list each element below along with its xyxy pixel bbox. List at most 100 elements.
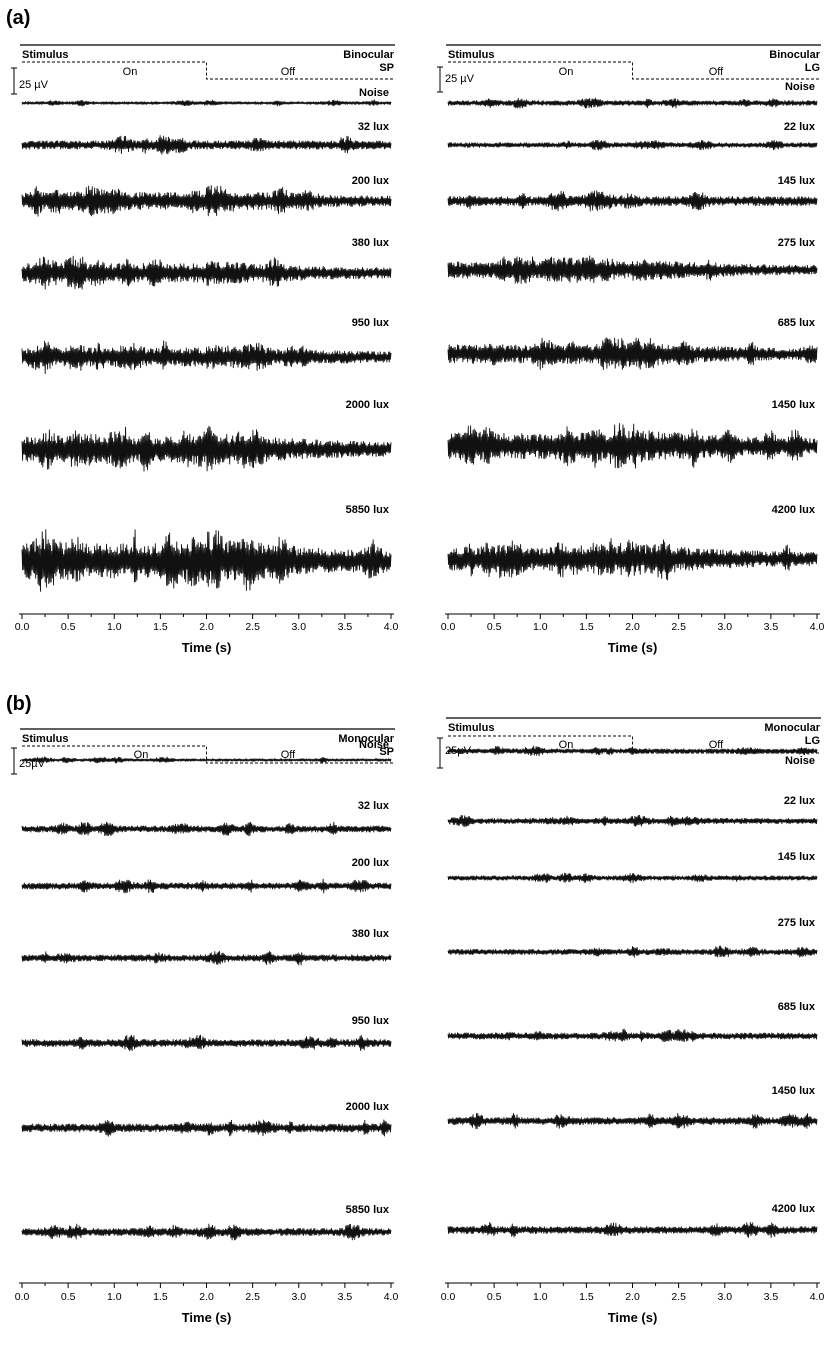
x-tick-label: 4.0	[810, 1291, 824, 1303]
trace-label: 380 lux	[352, 237, 390, 249]
trace-label: Noise	[359, 87, 389, 99]
trace-label: 5850 lux	[346, 504, 390, 516]
trace-label: 950 lux	[352, 1015, 390, 1027]
trace-label: 145 lux	[778, 851, 816, 863]
trace-label: 380 lux	[352, 928, 390, 940]
stimulus-off-label: Off	[281, 66, 296, 78]
trace-line	[447, 97, 818, 109]
x-tick-label: 3.5	[764, 1291, 779, 1303]
x-tick-label: 3.5	[764, 621, 779, 633]
x-tick-label: 1.5	[579, 621, 594, 633]
trace-label: 22 lux	[784, 121, 816, 133]
stimulus-off-label: Off	[709, 66, 724, 78]
x-tick-label: 0.0	[441, 1291, 456, 1303]
trace-line	[21, 878, 392, 894]
x-tick-label: 2.5	[671, 621, 686, 633]
trace-label: 2000 lux	[346, 1101, 390, 1113]
x-tick-label: 3.5	[338, 621, 353, 633]
stimulus-on-label: On	[559, 739, 574, 751]
x-tick-label: 1.0	[533, 621, 548, 633]
trace-line	[447, 945, 818, 958]
stimulus-on-label: On	[134, 749, 149, 761]
trace-line	[21, 99, 392, 107]
x-tick-label: 1.5	[153, 1291, 168, 1303]
x-tick-label: 0.5	[487, 1291, 502, 1303]
trace-line	[21, 1223, 392, 1241]
trace-label: 200 lux	[352, 857, 390, 869]
x-tick-label: 0.5	[61, 621, 76, 633]
condition-label: Binocular	[769, 49, 820, 61]
trace-line	[447, 745, 818, 757]
trace-label: 275 lux	[778, 237, 816, 249]
x-tick-label: 2.0	[199, 1291, 214, 1303]
trace-line	[21, 185, 392, 217]
x-tick-label: 2.0	[199, 621, 214, 633]
trace-line	[447, 1112, 818, 1130]
x-tick-label: 1.0	[107, 621, 122, 633]
trace-line	[21, 340, 392, 375]
x-tick-label: 4.0	[384, 621, 399, 633]
trace-line	[21, 1119, 392, 1137]
trace-line	[21, 135, 392, 155]
x-tick-label: 3.0	[717, 1291, 732, 1303]
trace-line	[447, 423, 818, 469]
group-label: LG	[805, 62, 820, 74]
trace-label: 200 lux	[352, 175, 390, 187]
x-tick-label: 4.0	[384, 1291, 399, 1303]
x-tick-label: 3.5	[338, 1291, 353, 1303]
stimulus-on-label: On	[559, 66, 574, 78]
group-label: SP	[379, 62, 394, 74]
trace-label: 32 lux	[358, 800, 390, 812]
trace-line	[21, 425, 392, 472]
x-axis-title: Time (s)	[182, 1310, 232, 1325]
x-tick-label: 2.5	[671, 1291, 686, 1303]
x-tick-label: 4.0	[810, 621, 824, 633]
panel-letter-b: (b)	[6, 693, 32, 715]
group-label: SP	[379, 746, 394, 758]
trace-line	[447, 337, 818, 371]
condition-label: Monocular	[764, 722, 820, 734]
x-tick-label: 3.0	[291, 621, 306, 633]
trace-line	[447, 872, 818, 884]
stimulus-off-label: Off	[281, 749, 296, 761]
x-axis-title: Time (s)	[182, 640, 232, 655]
trace-line	[447, 814, 818, 828]
trace-line	[21, 821, 392, 837]
trace-line	[21, 950, 392, 966]
trace-label: Noise	[359, 739, 389, 751]
stimulus-trace	[22, 745, 394, 764]
trace-label: 32 lux	[358, 121, 390, 133]
trace-line	[21, 1034, 392, 1052]
x-tick-label: 0.0	[15, 1291, 30, 1303]
x-axis-title: Time (s)	[608, 1310, 658, 1325]
x-tick-label: 1.0	[107, 1291, 122, 1303]
condition-label: Binocular	[343, 49, 394, 61]
x-tick-label: 1.5	[579, 1291, 594, 1303]
trace-label: 950 lux	[352, 317, 390, 329]
trace-label: 275 lux	[778, 917, 816, 929]
trace-line	[447, 1221, 818, 1239]
trace-label: 4200 lux	[772, 1203, 816, 1215]
scale-bar-label: 25 µV	[445, 73, 475, 85]
trace-label: 685 lux	[778, 1001, 816, 1013]
trace-label: 1450 lux	[772, 1085, 816, 1097]
trace-line	[447, 1028, 818, 1043]
trace-line	[21, 756, 392, 764]
stimulus-trace	[22, 61, 394, 80]
x-tick-label: 1.0	[533, 1291, 548, 1303]
x-tick-label: 2.5	[245, 621, 260, 633]
stimulus-off-label: Off	[709, 739, 724, 751]
group-label: LG	[805, 735, 820, 747]
condition-label: Monocular	[338, 733, 394, 745]
trace-line	[447, 139, 818, 151]
x-tick-label: 0.5	[487, 621, 502, 633]
scale-bar-label: 25 µV	[19, 79, 49, 91]
x-tick-label: 1.5	[153, 621, 168, 633]
stimulus-trace	[448, 735, 820, 754]
x-tick-label: 3.0	[291, 1291, 306, 1303]
trace-label: Noise	[785, 755, 815, 767]
trace-label: 685 lux	[778, 317, 816, 329]
trace-line	[21, 255, 392, 290]
x-tick-label: 2.0	[625, 1291, 640, 1303]
